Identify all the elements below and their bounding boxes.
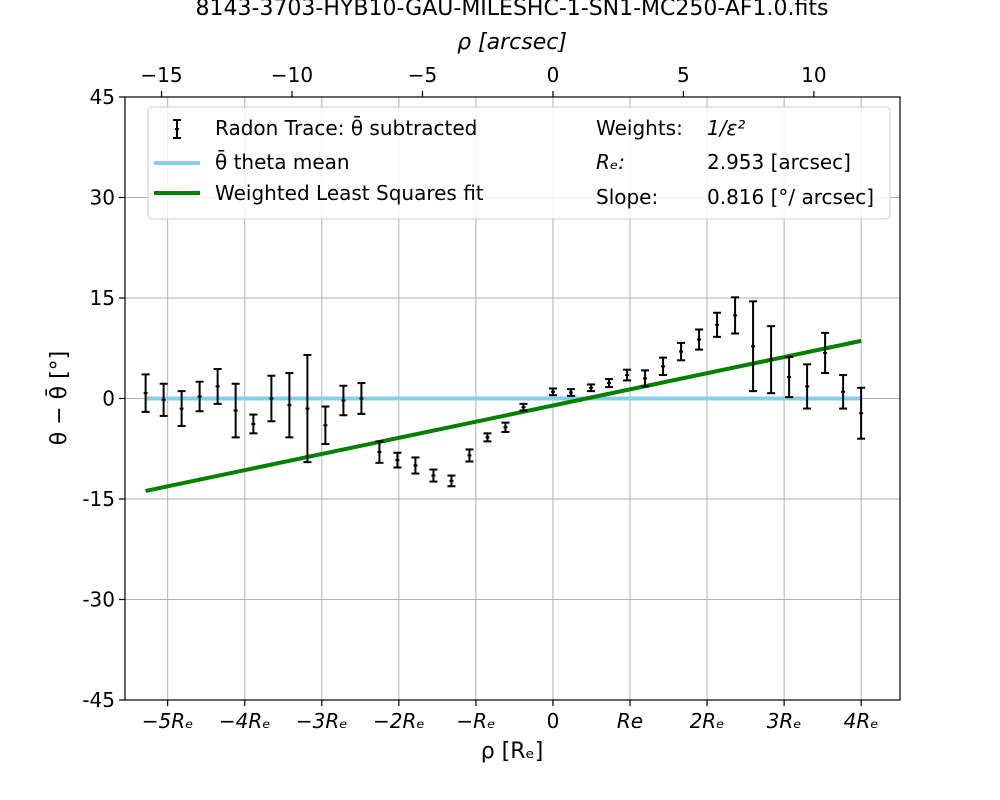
y-tick-label: 45	[90, 85, 115, 109]
data-point	[375, 440, 384, 464]
info-slope-value: 0.816 [°/ arcsec]	[707, 185, 874, 209]
wls-fit-line	[145, 338, 862, 493]
info-weights-value: 1/ε²	[707, 116, 745, 140]
data-point	[429, 468, 438, 483]
bottom-tick-label: −Rₑ	[456, 709, 495, 733]
top-tick-label: 5	[677, 63, 690, 87]
data-point	[177, 390, 186, 427]
data-point	[767, 325, 776, 395]
data-point	[195, 380, 204, 413]
bottom-tick-label: −4Rₑ	[219, 709, 271, 733]
data-point	[839, 374, 848, 410]
data-point	[659, 356, 668, 377]
data-point	[587, 383, 596, 393]
bottom-tick-label: −2Rₑ	[373, 709, 425, 733]
bottom-tick-label: −5Rₑ	[142, 709, 194, 733]
legend-label-theta-mean: θ̄ theta mean	[215, 149, 350, 174]
data-point	[141, 373, 150, 413]
data-point	[501, 421, 510, 433]
data-point	[465, 448, 474, 463]
data-point	[749, 300, 758, 393]
data-point	[339, 384, 348, 417]
data-point	[803, 363, 812, 410]
bottom-tick-label: Re	[617, 709, 643, 733]
data-point	[821, 331, 830, 375]
info-re-key: Rₑ:	[596, 150, 625, 174]
data-point	[731, 296, 740, 335]
data-point	[393, 451, 402, 469]
axes-frame	[124, 96, 901, 701]
y-tick-label: -45	[82, 688, 115, 712]
data-point	[519, 402, 528, 412]
axis-ticks: −5Rₑ −4Rₑ −3Rₑ −2Rₑ −Rₑ 0 Re 2Rₑ 3Rₑ 4Rₑ −15 −10 −5 0…	[82, 63, 878, 733]
data-point	[548, 387, 557, 397]
y-tick-label: 0	[102, 387, 115, 411]
y-tick-label: 15	[90, 286, 115, 310]
data-point	[785, 355, 794, 399]
data-point	[321, 405, 330, 446]
data-point	[641, 369, 650, 388]
data-point	[249, 413, 258, 435]
bottom-tick-label: 0	[547, 709, 560, 733]
legend-box	[147, 106, 891, 220]
data-point	[357, 382, 366, 415]
legend-errorbar-marker	[173, 119, 181, 139]
bottom-tick-label: 2Rₑ	[690, 709, 725, 733]
y-axis-label: θ − θ̄ [°]	[46, 351, 72, 446]
data-point	[303, 353, 312, 464]
top-tick-label: −5	[408, 63, 437, 87]
data-point	[713, 311, 722, 338]
info-weights-key: Weights:	[596, 116, 683, 140]
data-point	[285, 372, 294, 439]
bottom-tick-label: 3Rₑ	[767, 709, 802, 733]
data-point	[447, 474, 456, 488]
data-point	[411, 456, 420, 475]
top-tick-label: −15	[140, 63, 182, 87]
top-tick-label: 0	[547, 63, 560, 87]
legend-label-radon-trace: Radon Trace: θ̄ subtracted	[215, 115, 477, 140]
info-re-value: 2.953 [arcsec]	[707, 150, 851, 174]
data-point	[677, 341, 686, 362]
data-point	[857, 386, 866, 440]
data-point	[623, 368, 632, 382]
plot-area	[141, 296, 866, 493]
data-point	[483, 432, 492, 443]
top-axis-label: ρ [arcsec]	[457, 30, 567, 55]
y-tick-label: 30	[90, 186, 115, 210]
bottom-axis-label: ρ [Rₑ]	[481, 739, 544, 764]
data-point	[695, 328, 704, 351]
data-point	[267, 374, 276, 423]
legend: Radon Trace: θ̄ subtracted θ̄ theta mean…	[147, 106, 891, 220]
info-slope-key: Slope:	[596, 185, 658, 209]
data-point	[605, 378, 614, 389]
data-point	[213, 368, 222, 405]
chart-title: 8143-3703-HYB10-GAU-MILESHC-1-SN1-MC250-…	[196, 0, 829, 21]
y-tick-label: -15	[82, 487, 115, 511]
y-tick-label: -30	[82, 588, 115, 612]
bottom-tick-label: 4Rₑ	[844, 709, 879, 733]
data-point	[159, 382, 168, 417]
top-tick-label: 10	[801, 63, 826, 87]
legend-label-wls-fit: Weighted Least Squares fit	[215, 181, 484, 205]
top-tick-label: −10	[271, 63, 313, 87]
bottom-tick-label: −3Rₑ	[296, 709, 348, 733]
data-point	[566, 388, 575, 397]
data-point	[231, 382, 240, 439]
